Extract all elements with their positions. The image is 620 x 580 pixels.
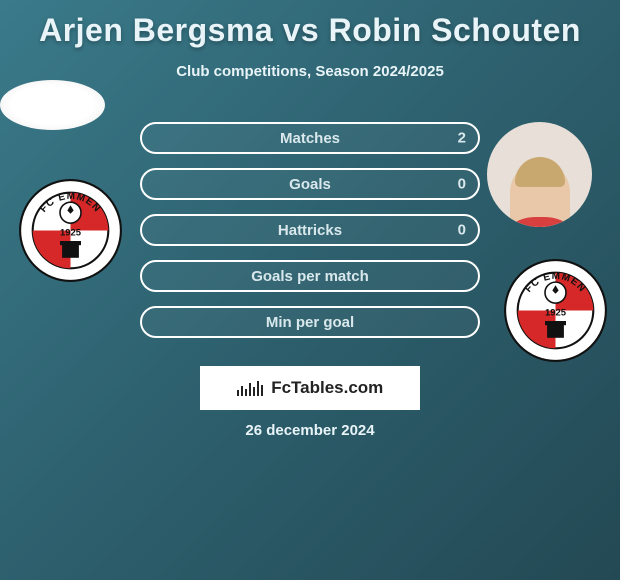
player-right-avatar [487,122,592,227]
stat-right-value: 0 [458,222,466,239]
branding-badge: FcTables.com [200,366,420,410]
stat-label: Min per goal [266,314,354,331]
avatar-hair [515,157,565,187]
branding-text: FcTables.com [271,378,383,398]
stat-right-value: 2 [458,130,466,147]
crest-year: 1925 [60,228,81,239]
crest-svg: 1925 FC EMMEN [503,258,608,363]
club-crest-left: 1925 FC EMMEN [18,178,123,283]
stat-label: Hattricks [278,222,342,239]
stats-block: Matches 2 Goals 0 Hattricks 0 Goals per … [140,122,480,352]
stat-row-goals: Goals 0 [140,168,480,200]
stat-row-matches: Matches 2 [140,122,480,154]
stat-label: Matches [280,130,340,147]
stat-right-value: 0 [458,176,466,193]
stat-row-min-per-goal: Min per goal [140,306,480,338]
stat-row-goals-per-match: Goals per match [140,260,480,292]
stat-row-hattricks: Hattricks 0 [140,214,480,246]
infographic-root: Arjen Bergsma vs Robin Schouten Club com… [0,0,620,580]
branding-bars-icon [237,381,264,396]
subtitle: Club competitions, Season 2024/2025 [0,63,620,80]
crest-year: 1925 [545,308,566,319]
club-crest-right: 1925 FC EMMEN [503,258,608,363]
stat-label: Goals [289,176,331,193]
page-title: Arjen Bergsma vs Robin Schouten [0,0,620,49]
date-label: 26 december 2024 [0,422,620,439]
stat-label: Goals per match [251,268,369,285]
avatar-shoulders [495,217,585,227]
player-left-avatar [0,80,105,130]
avatar-face [510,162,570,227]
crest-svg: 1925 FC EMMEN [18,178,123,283]
